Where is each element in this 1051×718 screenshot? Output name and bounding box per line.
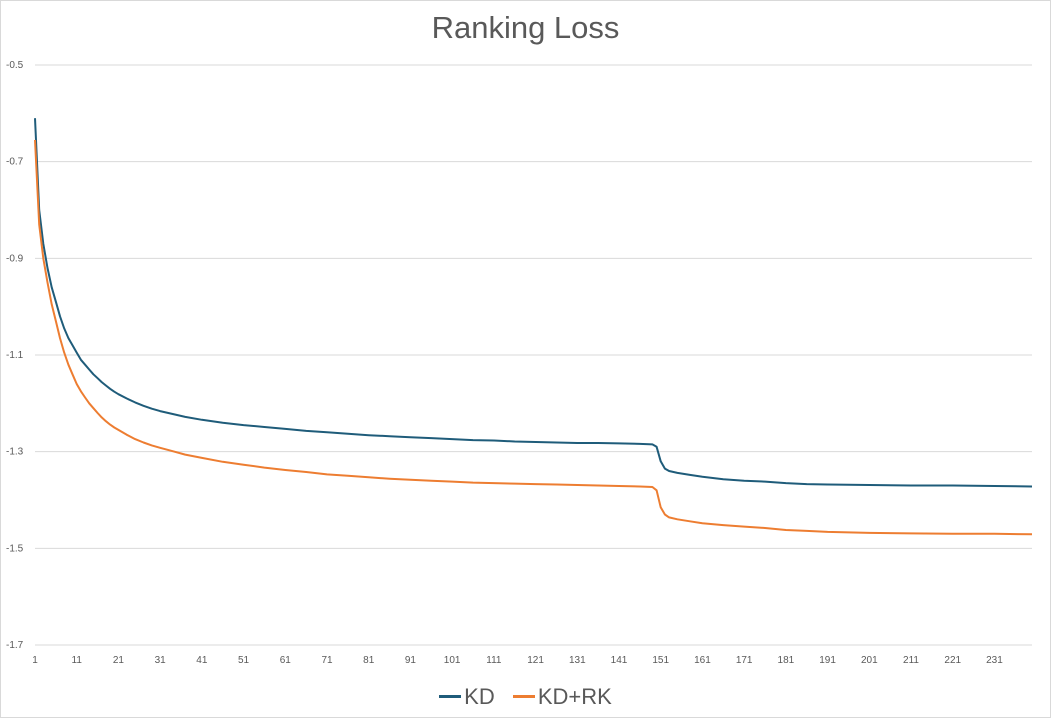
series-lines — [34, 118, 1033, 536]
x-tick-label: 51 — [238, 655, 250, 666]
x-tick-label: 11 — [72, 655, 83, 666]
y-tick-label: -0.7 — [6, 157, 24, 168]
x-tick-label: 161 — [694, 655, 711, 666]
x-tick-label: 121 — [527, 655, 544, 666]
x-tick-label: 111 — [486, 655, 502, 666]
x-tick-label: 221 — [944, 655, 961, 666]
x-tick-label: 1 — [32, 655, 38, 666]
legend: KD KD+RK — [0, 678, 1051, 710]
y-tick-label: -0.9 — [6, 253, 24, 264]
x-tick-label: 91 — [405, 655, 417, 666]
y-tick-label: -1.1 — [6, 350, 24, 361]
x-axis: 1 11 21 31 41 51 61 71 81 91 101 111 121 131 141 151 161… — [32, 655, 1003, 666]
series-line-kd-rk — [34, 139, 1033, 536]
x-tick-label: 81 — [363, 655, 375, 666]
x-tick-label: 181 — [778, 655, 795, 666]
x-tick-label: 171 — [736, 655, 753, 666]
x-tick-label: 211 — [903, 655, 919, 666]
x-tick-label: 31 — [155, 655, 167, 666]
legend-swatch-kd-rk — [512, 695, 535, 698]
x-tick-label: 101 — [444, 655, 461, 666]
legend-swatch-kd — [439, 695, 462, 698]
y-tick-label: -1.3 — [6, 447, 24, 458]
legend-item-kd: KD — [439, 684, 495, 710]
y-tick-label: -1.5 — [6, 543, 24, 554]
x-tick-label: 201 — [861, 655, 878, 666]
x-tick-label: 21 — [113, 655, 125, 666]
y-tick-label: -1.7 — [6, 640, 24, 651]
legend-label-kd: KD — [464, 683, 495, 709]
legend-label-kd-rk: KD+RK — [537, 683, 612, 709]
x-tick-label: 131 — [569, 655, 586, 666]
gridlines — [35, 64, 1032, 646]
x-tick-label: 191 — [819, 655, 836, 666]
x-tick-label: 61 — [280, 655, 292, 666]
chart-title: Ranking Loss — [431, 10, 620, 45]
x-tick-label: 231 — [986, 655, 1003, 666]
x-tick-label: 71 — [321, 655, 333, 666]
series-line-kd — [34, 118, 1033, 488]
y-tick-label: -0.5 — [6, 60, 24, 71]
x-tick-label: 41 — [196, 655, 208, 666]
y-axis: -0.5 -0.7 -0.9 -1.1 -1.3 -1.5 -1.7 — [6, 60, 24, 651]
x-tick-label: 151 — [652, 655, 669, 666]
x-tick-label: 141 — [611, 655, 628, 666]
legend-item-kd-rk: KD+RK — [512, 683, 612, 710]
